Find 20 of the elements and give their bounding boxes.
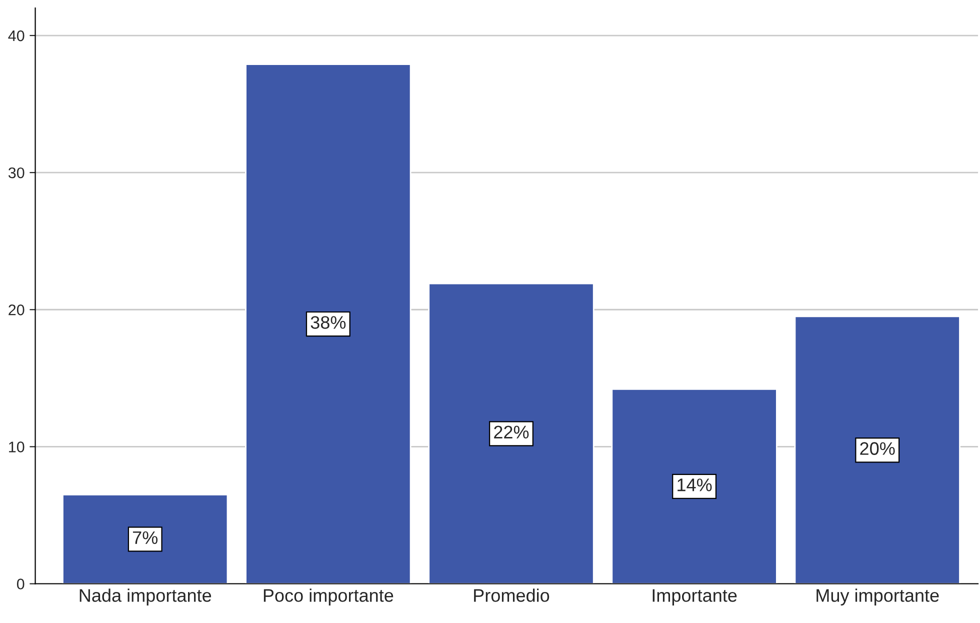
y-tick-label: 0 <box>16 578 24 590</box>
bar <box>62 494 228 584</box>
bar <box>245 64 412 584</box>
x-tick-label: Poco importante <box>264 588 394 606</box>
data-label: 14% <box>678 478 712 492</box>
data-label: 38% <box>310 316 346 329</box>
y-tick-label: 30 <box>8 167 24 178</box>
x-tick-label: Nada importante <box>80 588 212 606</box>
x-tick-label: Importante <box>652 589 737 606</box>
data-label: 7% <box>132 531 158 544</box>
data-label: 20% <box>860 442 895 455</box>
bar <box>428 282 594 584</box>
x-tick-label: Promedio <box>474 588 550 602</box>
x-tick-label: Muy importante <box>816 588 939 606</box>
bar <box>611 388 778 584</box>
y-tick-label: 40 <box>8 30 24 42</box>
data-label: 22% <box>494 426 529 438</box>
y-tick-label: 20 <box>8 304 24 316</box>
bar <box>794 316 960 584</box>
y-tick-label: 10 <box>9 442 24 452</box>
